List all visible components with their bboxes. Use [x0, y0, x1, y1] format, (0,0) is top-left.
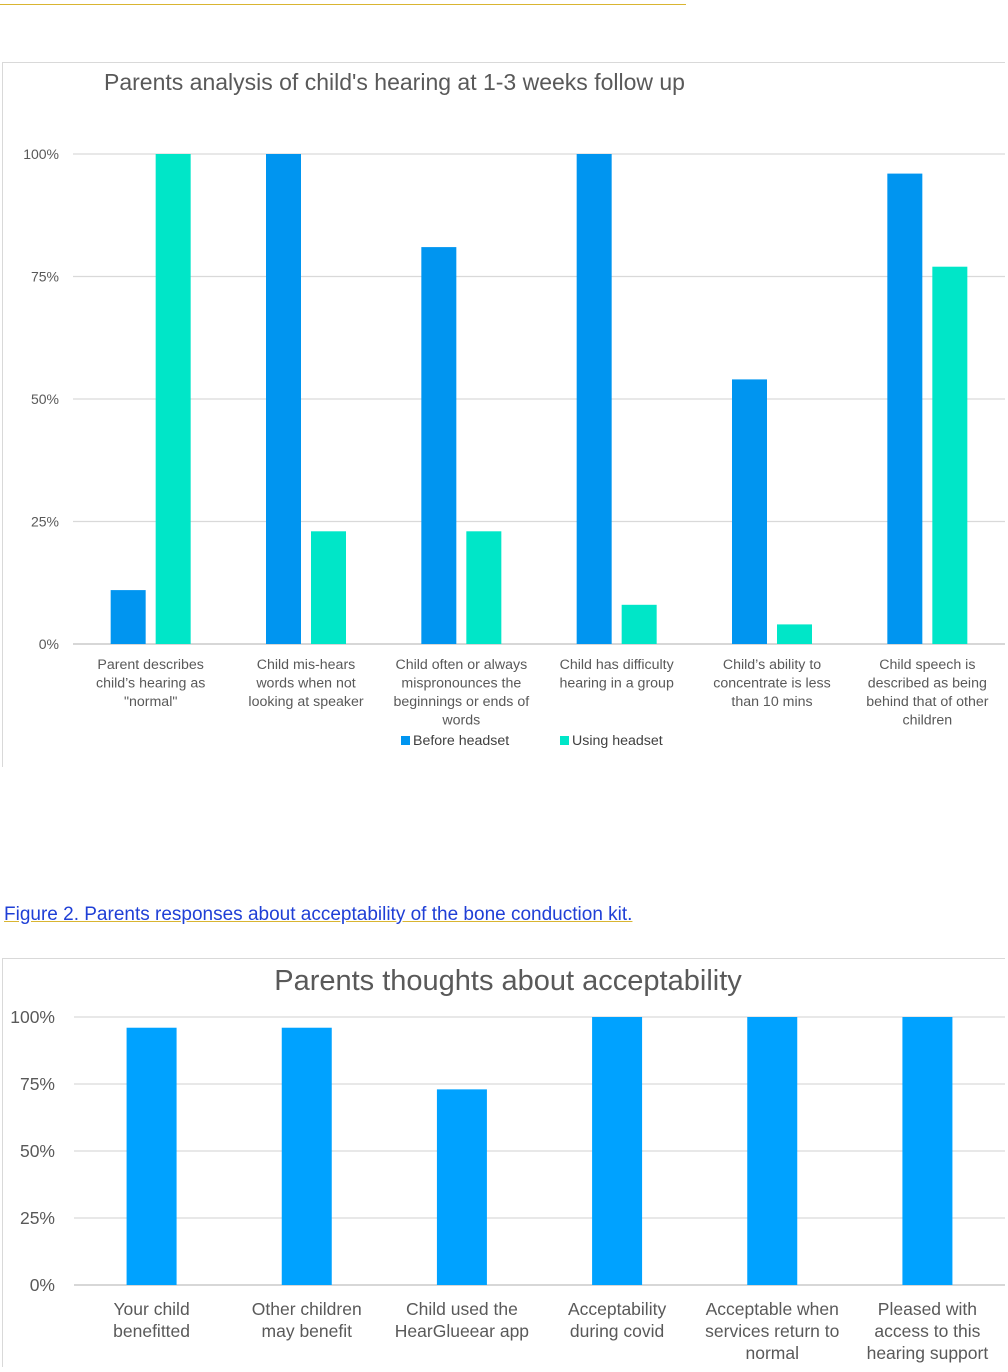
bar-using-headset [311, 531, 346, 644]
y-tick-label: 75% [20, 1074, 55, 1094]
bar-value [902, 1017, 953, 1285]
bar-using-headset [777, 624, 812, 644]
bar-value [281, 1027, 332, 1285]
x-category-label: Other children may benefit [252, 1299, 362, 1341]
hearing-analysis-chart-svg: Parents analysis of child's hearing at 1… [23, 69, 1005, 749]
y-tick-label: 0% [39, 636, 59, 652]
bar-before-headset [887, 173, 923, 644]
bar-value [747, 1017, 798, 1285]
legend-swatch [401, 736, 410, 745]
x-category-label: Child has difficulty hearing in a group [559, 657, 674, 692]
x-category-label: Acceptability during covid [568, 1299, 666, 1341]
bar-value [592, 1017, 643, 1285]
y-tick-label: 25% [31, 513, 59, 529]
x-category-label: Child often or always mispronounces the be… [393, 657, 529, 729]
bar-value [126, 1027, 177, 1285]
y-tick-label: 0% [30, 1275, 55, 1295]
chart-title: Parents thoughts about acceptability [274, 965, 742, 997]
x-category-label: Your child benefitted [113, 1299, 190, 1341]
y-tick-label: 50% [20, 1141, 55, 1161]
legend-label: Using headset [572, 733, 663, 749]
acceptability-chart: Parents thoughts about acceptability 0% 25… [2, 958, 1005, 1367]
x-category-label: Child used the HearGlueear app [395, 1299, 529, 1341]
y-tick-label: 25% [20, 1208, 55, 1228]
top-caption-fragment [0, 0, 686, 5]
chart-title: Parents analysis of child's hearing at 1… [104, 69, 685, 95]
acceptability-chart-svg: Parents thoughts about acceptability 0% 25… [10, 965, 1005, 1363]
y-tick-label: 100% [10, 1007, 55, 1027]
legend-swatch [560, 736, 569, 745]
y-tick-label: 100% [23, 146, 59, 162]
bar-using-headset [932, 266, 968, 644]
bar-before-headset [421, 247, 457, 644]
bar-using-headset [466, 531, 502, 644]
bar-using-headset [621, 604, 657, 644]
y-tick-label: 50% [31, 391, 59, 407]
bar-before-headset [732, 379, 767, 644]
bar-before-headset [110, 590, 146, 644]
x-category-label: Pleased with access to this hearing suppor… [867, 1299, 989, 1363]
x-category-label: Child mis-hears words when not looking at … [248, 657, 363, 710]
bar-using-headset [155, 154, 191, 644]
bar-value [436, 1089, 487, 1285]
figure-2-caption: Figure 2. Parents responses about accept… [4, 904, 633, 925]
bar-before-headset [266, 154, 301, 644]
hearing-analysis-chart: Parents analysis of child's hearing at 1… [2, 62, 1005, 767]
x-category-label: Parent describes child’s hearing as "norma… [96, 657, 205, 710]
x-category-label: Child’s ability to concentrate is less tha… [713, 657, 831, 710]
y-tick-label: 75% [31, 268, 59, 284]
x-category-label: Child speech is described as being behind … [866, 657, 989, 729]
x-category-label: Acceptable when services return to normal [705, 1299, 839, 1363]
legend-label: Before headset [413, 733, 509, 749]
bar-before-headset [576, 154, 612, 644]
